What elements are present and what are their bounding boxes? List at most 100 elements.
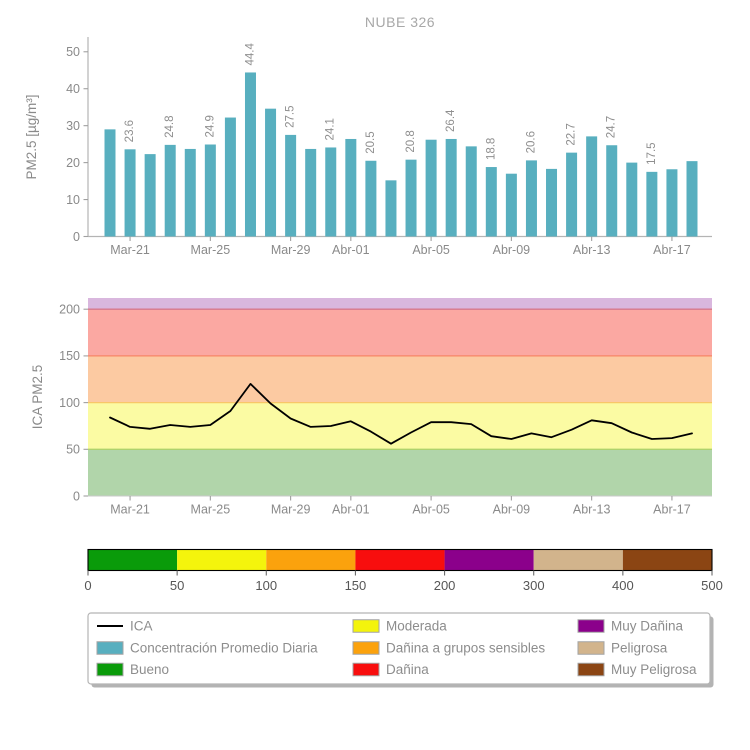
bar-value-label: 24.8 xyxy=(164,115,176,137)
bar xyxy=(566,152,578,237)
bar-value-label: 22.7 xyxy=(566,123,578,145)
bar xyxy=(425,139,437,237)
colorbar-tick-label: 400 xyxy=(612,578,634,593)
band-da-ina-a-grupos-sensibles xyxy=(88,355,712,403)
bar xyxy=(104,129,116,237)
band-muy-da-ina xyxy=(88,298,712,310)
x-tick-label: Abr-01 xyxy=(332,503,370,517)
bar-value-label: 24.1 xyxy=(325,118,337,140)
x-tick-label: Abr-09 xyxy=(493,503,531,517)
x-tick-label: Abr-13 xyxy=(573,503,611,517)
bar xyxy=(325,147,337,237)
x-tick-label: Abr-01 xyxy=(332,243,370,257)
bar xyxy=(445,138,457,237)
legend-swatch xyxy=(352,619,380,633)
bar-value-label: 24.7 xyxy=(606,116,618,138)
bar-value-label: 18.8 xyxy=(485,138,497,160)
bar-chart: 0 10 20 30 40 50 Mar-21 Mar-25 Mar-29 Abr-01 Abr-0… xyxy=(66,37,712,257)
legend-swatch xyxy=(96,662,124,677)
x-tick-label: Abr-13 xyxy=(573,243,611,257)
bar xyxy=(385,180,397,237)
bar xyxy=(686,161,698,237)
bar xyxy=(184,148,196,237)
bar-value-label: 17.5 xyxy=(646,142,658,164)
x-tick-label: Abr-05 xyxy=(412,503,450,517)
x-tick-label: Mar-29 xyxy=(271,243,311,257)
y-tick-label: 30 xyxy=(66,119,80,133)
x-tick-label: Abr-17 xyxy=(653,503,691,517)
x-tick-label: Mar-21 xyxy=(110,503,150,517)
y-tick-label: 50 xyxy=(66,45,80,59)
chart-title: NUBE 326 xyxy=(365,14,435,30)
legend-swatch xyxy=(577,662,605,677)
legend-label: Moderada xyxy=(386,619,447,634)
legend-label: Concentración Promedio Diaria xyxy=(130,641,318,656)
line-chart-y-axis-label: ICA PM2.5 xyxy=(30,365,45,430)
legend-swatch xyxy=(577,641,605,655)
colorbar-tick-label: 300 xyxy=(523,578,545,593)
legend-box xyxy=(87,612,711,685)
colorbar-segment xyxy=(355,549,445,571)
bar xyxy=(345,138,357,237)
bar xyxy=(626,162,638,237)
x-tick-label: Mar-25 xyxy=(191,243,231,257)
bar xyxy=(144,154,156,237)
y-tick-label: 0 xyxy=(73,489,80,503)
colorbar-tick-label: 100 xyxy=(255,578,277,593)
x-tick-label: Mar-25 xyxy=(191,503,231,517)
legend-label: Muy Dañina xyxy=(611,619,684,634)
legend-swatch xyxy=(352,641,380,655)
y-tick-label: 20 xyxy=(66,156,80,170)
legend-swatch xyxy=(352,662,380,677)
colorbar-segment xyxy=(266,549,356,571)
ica-colorbar: 0 50 100 150 200 300 400 500 xyxy=(84,548,723,593)
ica-line-chart: 0 50 100 150 200 Mar-21 Mar-25 Mar-29 Abr-01 Abr-… xyxy=(59,298,712,517)
legend: ICA Concentración Promedio Diaria Bueno Mod… xyxy=(87,612,714,688)
y-tick-label: 40 xyxy=(66,82,80,96)
legend-label: Dañina a grupos sensibles xyxy=(386,641,545,656)
y-tick-label: 150 xyxy=(59,349,80,363)
y-tick-label: 50 xyxy=(66,443,80,457)
colorbar-segment xyxy=(88,549,178,571)
bar xyxy=(405,159,417,237)
y-tick-label: 10 xyxy=(66,193,80,207)
colorbar-segment xyxy=(622,549,712,571)
legend-label: Peligrosa xyxy=(611,641,668,656)
legend-swatch xyxy=(577,619,605,633)
bar-value-label: 20.6 xyxy=(525,131,537,153)
colorbar-segment xyxy=(177,549,267,571)
y-tick-label: 200 xyxy=(59,303,80,317)
legend-label: Bueno xyxy=(130,662,169,677)
bar xyxy=(164,144,176,237)
bar xyxy=(465,146,477,237)
colorbar-tick-label: 50 xyxy=(170,578,184,593)
bar xyxy=(606,145,618,237)
x-tick-label: Mar-29 xyxy=(271,503,311,517)
bar xyxy=(244,72,256,237)
legend-label: ICA xyxy=(130,619,153,634)
bar xyxy=(525,160,537,237)
band-da-ina xyxy=(88,309,712,356)
colorbar-tick-label: 150 xyxy=(345,578,367,593)
bar xyxy=(505,173,517,237)
bar xyxy=(546,168,558,237)
bar xyxy=(646,171,658,237)
band-bueno xyxy=(88,449,712,496)
x-tick-label: Abr-17 xyxy=(653,243,691,257)
bar-value-label: 26.4 xyxy=(445,109,457,132)
y-tick-label: 0 xyxy=(73,230,80,244)
bar xyxy=(124,149,136,237)
bar-value-label: 27.5 xyxy=(285,106,297,128)
bar xyxy=(305,148,317,237)
bar-value-label: 24.9 xyxy=(204,115,216,137)
bar xyxy=(204,144,216,237)
legend-label: Dañina xyxy=(386,662,429,677)
x-tick-label: Abr-09 xyxy=(493,243,531,257)
bar xyxy=(265,108,277,237)
legend-swatch xyxy=(96,641,124,655)
bar xyxy=(224,117,236,237)
ica-line xyxy=(109,382,693,445)
bar-value-label: 44.4 xyxy=(244,42,256,65)
